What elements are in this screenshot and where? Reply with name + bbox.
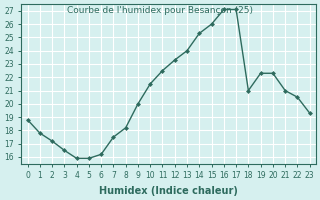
X-axis label: Humidex (Indice chaleur): Humidex (Indice chaleur) — [99, 186, 238, 196]
Text: Courbe de l'humidex pour Besançon (25): Courbe de l'humidex pour Besançon (25) — [67, 6, 253, 15]
